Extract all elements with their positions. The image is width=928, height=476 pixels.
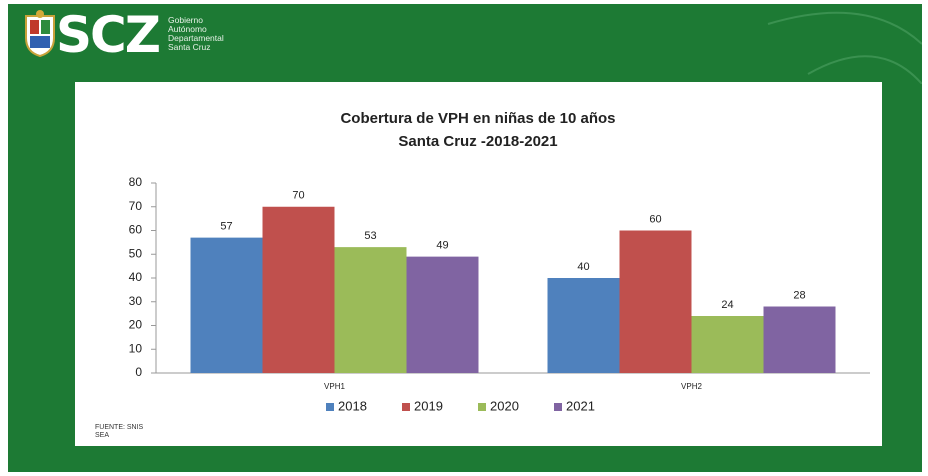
data-label: 60: [649, 213, 661, 225]
y-tick-label: 70: [129, 199, 143, 213]
source: FUENTE: SNIS: [95, 424, 144, 431]
bar: [262, 206, 335, 373]
logo-mark: SCZ: [56, 6, 161, 64]
bar: [763, 306, 836, 373]
chart: Cobertura de VPH en niñas de 10 años San…: [95, 110, 870, 439]
y-tick-label: 0: [135, 365, 142, 379]
data-label: 49: [436, 240, 448, 252]
y-tick-label: 60: [129, 223, 143, 237]
legend-swatch: [478, 403, 486, 411]
x-tick-label: VPH2: [681, 382, 702, 391]
chart-title: Cobertura de VPH en niñas de 10 años: [340, 110, 615, 127]
y-tick-label: 10: [129, 341, 143, 355]
legend-label: 2019: [414, 398, 443, 413]
source: SEA: [95, 432, 109, 439]
data-label: 57: [220, 221, 232, 233]
logo-text: Gobierno Autónomo Departamental Santa Cr…: [168, 16, 224, 52]
chart-card: Cobertura de VPH en niñas de 10 años San…: [75, 82, 882, 446]
x-tick-label: VPH1: [324, 382, 345, 391]
bar: [547, 278, 620, 373]
data-label: 28: [793, 289, 805, 301]
legend-swatch: [326, 403, 334, 411]
bar: [334, 247, 407, 373]
bar: [619, 230, 692, 373]
data-label: 53: [364, 230, 376, 242]
data-label: 24: [721, 299, 733, 311]
bar: [190, 237, 263, 373]
data-label: 70: [292, 190, 304, 202]
y-tick-label: 30: [129, 294, 143, 308]
legend-label: 2021: [566, 398, 595, 413]
logo-line: Santa Cruz: [168, 42, 211, 52]
decoration: [25, 10, 922, 84]
legend-label: 2018: [338, 398, 367, 413]
logo-line: Gobierno: [168, 15, 203, 25]
bar: [406, 256, 479, 373]
logo-line: Departamental: [168, 33, 224, 43]
legend-swatch: [402, 403, 410, 411]
legend-label: 2020: [490, 398, 519, 413]
legend-swatch: [554, 403, 562, 411]
y-tick-label: 80: [129, 175, 143, 189]
y-tick-label: 50: [129, 246, 143, 260]
y-tick-label: 40: [129, 270, 143, 284]
bar: [691, 316, 764, 373]
data-label: 40: [577, 261, 589, 273]
slide: SCZ Gobierno Autónomo Departamental Sant…: [8, 4, 922, 472]
logo-line: Autónomo: [168, 24, 207, 34]
y-tick-label: 20: [129, 318, 143, 332]
chart-subtitle: Santa Cruz -2018-2021: [398, 133, 557, 150]
